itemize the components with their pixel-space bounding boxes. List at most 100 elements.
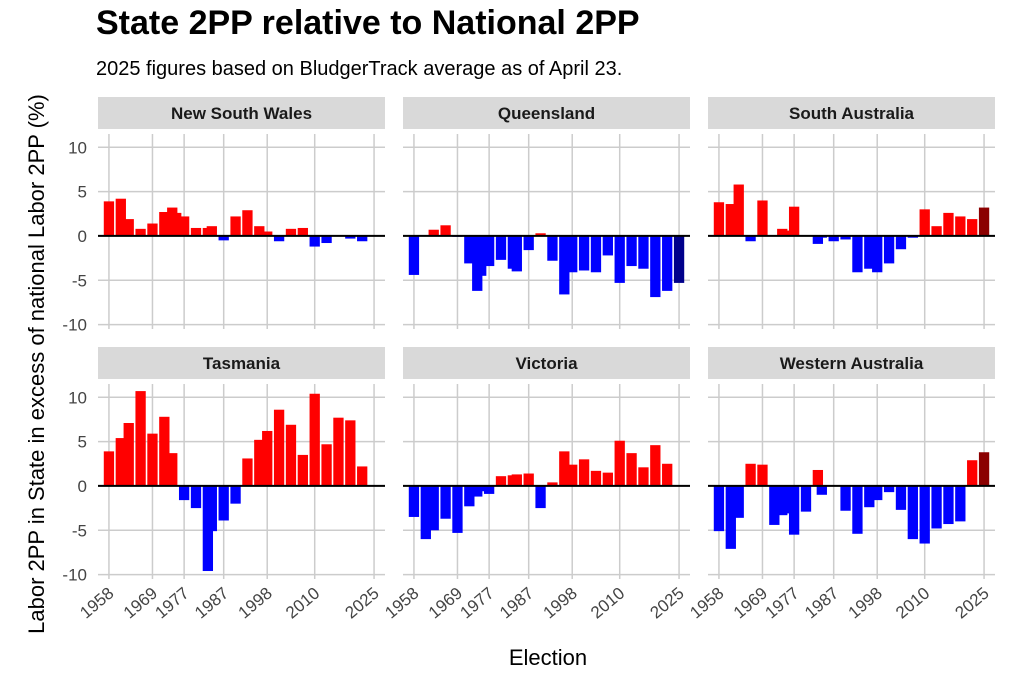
bar xyxy=(262,430,273,486)
bar xyxy=(178,485,190,501)
x-tick-label: 2025 xyxy=(951,584,992,623)
bar xyxy=(955,216,966,236)
bar xyxy=(230,485,241,504)
x-tick-label: 1958 xyxy=(686,584,727,623)
bar xyxy=(713,485,725,532)
bar xyxy=(852,485,863,534)
bar xyxy=(919,209,930,236)
bar xyxy=(535,233,546,236)
x-tick-label: 1977 xyxy=(762,584,803,623)
bar xyxy=(662,235,673,291)
bar xyxy=(357,235,368,242)
bar xyxy=(452,485,463,533)
bar xyxy=(262,231,273,236)
x-tick-label: 1987 xyxy=(496,584,537,623)
bar xyxy=(614,235,625,283)
bar xyxy=(967,219,978,236)
bar xyxy=(840,485,851,511)
bar xyxy=(535,485,546,509)
bar xyxy=(483,235,495,267)
bar xyxy=(242,210,253,236)
x-tick-label: 1998 xyxy=(845,584,886,623)
bar xyxy=(428,485,439,531)
bar xyxy=(864,235,875,269)
bar xyxy=(167,453,178,486)
y-tick-label: -5 xyxy=(72,521,87,540)
panel-strip-label: New South Wales xyxy=(171,104,312,123)
bar xyxy=(147,223,158,236)
bar xyxy=(725,204,736,236)
bar xyxy=(254,226,265,236)
y-tick-label: 0 xyxy=(78,477,87,496)
x-tick-label: 1987 xyxy=(801,584,842,623)
bar xyxy=(476,235,487,276)
y-tick-label: 10 xyxy=(68,138,87,157)
x-tick-label: 1977 xyxy=(457,584,498,623)
bar xyxy=(578,459,590,486)
bar xyxy=(733,485,744,518)
y-tick-label: 0 xyxy=(78,227,87,246)
bar xyxy=(567,235,578,273)
bar xyxy=(745,463,756,486)
bar xyxy=(578,235,590,271)
x-tick-label: 1977 xyxy=(152,584,193,623)
panel-strip-label: Queensland xyxy=(498,104,595,123)
panel-strip xyxy=(98,97,385,129)
bar xyxy=(523,235,534,251)
bar xyxy=(800,485,812,512)
x-axis-title: Election xyxy=(509,645,587,670)
bar xyxy=(852,235,863,273)
bar xyxy=(816,485,827,495)
x-tick-label: 1969 xyxy=(120,584,161,623)
bar xyxy=(590,470,602,486)
bar xyxy=(483,485,495,494)
panel-strip-label: Tasmania xyxy=(203,354,281,373)
bar xyxy=(273,409,285,486)
bar xyxy=(297,454,308,486)
x-tick-label: 2025 xyxy=(646,584,687,623)
bar xyxy=(602,472,613,486)
bar xyxy=(297,227,308,236)
bar xyxy=(559,451,570,486)
bar xyxy=(206,485,217,532)
panel-strip xyxy=(708,97,995,129)
x-tick-label: 1998 xyxy=(540,584,581,623)
bar xyxy=(408,235,420,275)
y-tick-label: -10 xyxy=(62,316,87,335)
bar xyxy=(321,235,332,244)
bar xyxy=(345,235,356,239)
bar xyxy=(745,235,756,242)
bar xyxy=(135,228,146,236)
bar xyxy=(567,464,578,486)
x-tick-label: 2010 xyxy=(282,584,323,623)
bar xyxy=(662,463,673,486)
y-tick-label: 5 xyxy=(78,433,87,452)
bar xyxy=(115,438,126,486)
bar xyxy=(285,424,297,486)
chart-title: State 2PP relative to National 2PP xyxy=(96,4,640,42)
bar xyxy=(171,212,182,236)
x-tick-label: 2010 xyxy=(587,584,628,623)
x-tick-label: 2025 xyxy=(341,584,382,623)
bar xyxy=(769,485,780,525)
bar xyxy=(943,485,954,525)
bar xyxy=(547,235,558,261)
x-tick-label: 2010 xyxy=(892,584,933,623)
bar xyxy=(321,444,332,486)
bar xyxy=(115,198,126,236)
bar xyxy=(943,212,954,236)
bar xyxy=(440,225,451,236)
bar xyxy=(357,466,368,486)
bar xyxy=(147,433,158,486)
x-tick-label: 1958 xyxy=(76,584,117,623)
bar xyxy=(440,485,451,519)
bar xyxy=(955,485,966,522)
y-tick-label: -5 xyxy=(72,271,87,290)
bar xyxy=(781,485,792,514)
bar xyxy=(757,200,768,236)
bar xyxy=(967,460,978,486)
bar xyxy=(725,485,736,549)
